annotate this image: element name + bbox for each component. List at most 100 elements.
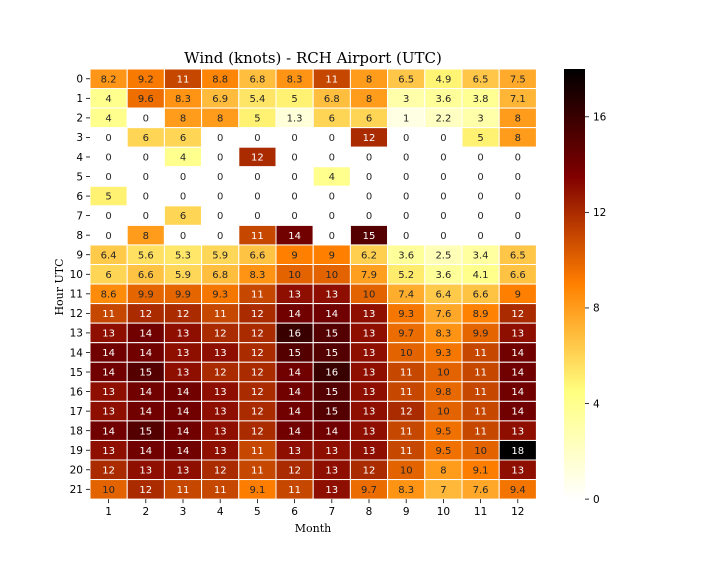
x-tick-label: 3 (180, 506, 187, 518)
cell-value-label: 9.9 (138, 289, 154, 300)
cell-value-label: 13 (325, 465, 338, 476)
cell-value-label: 0 (440, 192, 446, 203)
cell-value-label: 6.8 (212, 270, 228, 281)
y-tick-label: 1 (76, 93, 83, 105)
cell-value-label: 13 (363, 348, 376, 359)
cell-value-label: 0 (291, 153, 297, 164)
cell-value-label: 9 (291, 250, 297, 261)
cell-value-label: 14 (288, 407, 301, 418)
cell-value-label: 8.9 (473, 309, 489, 320)
cell-value-label: 14 (511, 348, 524, 359)
cell-value-label: 0 (403, 172, 409, 183)
cell-value-label: 6.2 (361, 250, 377, 261)
cell-value-label: 14 (139, 446, 152, 457)
cell-value-label: 8 (366, 94, 372, 105)
cell-value-label: 8.3 (175, 94, 191, 105)
cell-value-label: 14 (511, 387, 524, 398)
cell-value-label: 6.6 (249, 250, 265, 261)
cell-value-label: 0 (329, 211, 335, 222)
cell-value-label: 0 (105, 211, 111, 222)
cell-value-label: 7.5 (510, 74, 526, 85)
chart-title: Wind (knots) - RCH Airport (UTC) (184, 49, 442, 67)
cell-value-label: 5.6 (138, 250, 154, 261)
cell-value-label: 0 (217, 231, 223, 242)
cell-value-label: 2.5 (435, 250, 451, 261)
y-tick-label: 3 (76, 132, 83, 144)
cell-value-label: 0 (440, 211, 446, 222)
cell-value-label: 13 (363, 368, 376, 379)
cell-value-label: 13 (511, 329, 524, 340)
cell-value-label: 14 (139, 329, 152, 340)
cell-value-label: 6.6 (473, 289, 489, 300)
cell-value-label: 9.9 (175, 289, 191, 300)
cell-value-label: 6 (143, 133, 149, 144)
cell-value-label: 13 (102, 329, 115, 340)
cell-value-label: 0 (254, 211, 260, 222)
y-tick-label: 12 (70, 308, 83, 320)
cell-value-label: 6.4 (435, 289, 451, 300)
cell-value-label: 5 (477, 133, 483, 144)
y-axis-label: Hour UTC (53, 258, 66, 315)
cell-value-label: 0 (143, 192, 149, 203)
cell-value-label: 4.1 (473, 270, 489, 281)
x-tick-label: 10 (437, 506, 450, 518)
cell-value-label: 13 (511, 465, 524, 476)
cell-value-label: 5 (105, 192, 111, 203)
x-tick-label: 4 (217, 506, 224, 518)
cell-value-label: 11 (288, 485, 301, 496)
cell-value-label: 12 (214, 329, 227, 340)
cell-value-label: 9.5 (435, 426, 451, 437)
y-tick-label: 2 (76, 113, 83, 125)
y-tick-label: 17 (70, 406, 83, 418)
cell-value-label: 10 (400, 348, 413, 359)
cell-value-label: 11 (474, 368, 487, 379)
cell-value-label: 3 (403, 94, 409, 105)
cell-value-label: 13 (325, 485, 338, 496)
cell-value-label: 0 (180, 231, 186, 242)
cell-value-label: 12 (214, 465, 227, 476)
x-axis: 1 2 3 4 5 6 7 8 9 10 11 12 (105, 499, 524, 518)
cell-value-label: 0 (217, 172, 223, 183)
y-tick-label: 15 (70, 367, 83, 379)
cell-value-label: 13 (102, 387, 115, 398)
cell-value-label: 0 (515, 211, 521, 222)
cell-value-label: 8 (143, 231, 149, 242)
cell-value-label: 4 (105, 113, 111, 124)
cell-value-label: 0 (217, 192, 223, 203)
cell-value-label: 14 (325, 426, 338, 437)
cell-value-label: 1 (403, 113, 409, 124)
cell-value-label: 9.6 (138, 94, 154, 105)
cell-value-label: 15 (363, 231, 376, 242)
cell-value-label: 0 (180, 192, 186, 203)
cell-value-label: 4 (105, 94, 111, 105)
cell-value-label: 8 (366, 74, 372, 85)
y-tick-label: 8 (76, 230, 83, 242)
cell-value-label: 1.3 (287, 113, 303, 124)
cell-value-label: 9.3 (435, 348, 451, 359)
cell-value-label: 11 (177, 485, 190, 496)
colorbar-gradient (564, 69, 585, 500)
cell-value-label: 0 (477, 153, 483, 164)
cell-value-label: 0 (254, 192, 260, 203)
cell-value-label: 8.6 (101, 289, 117, 300)
cell-value-label: 13 (363, 309, 376, 320)
x-tick-label: 8 (366, 506, 373, 518)
cell-value-label: 15 (139, 426, 152, 437)
cell-value-label: 6 (366, 113, 372, 124)
cell-value-label: 0 (254, 172, 260, 183)
y-tick-label: 14 (70, 347, 84, 359)
y-tick-label: 19 (70, 445, 83, 457)
cell-value-label: 6 (180, 133, 186, 144)
cell-value-label: 12 (251, 407, 264, 418)
cell-value-label: 11 (474, 348, 487, 359)
cell-value-label: 0 (477, 172, 483, 183)
x-tick-label: 12 (511, 506, 524, 518)
cell-value-label: 14 (139, 387, 152, 398)
cell-value-label: 11 (474, 387, 487, 398)
cell-value-label: 6 (329, 113, 335, 124)
cell-value-label: 5.3 (175, 250, 191, 261)
cell-value-label: 14 (288, 309, 301, 320)
heatmap-cell (498, 479, 537, 500)
cell-value-label: 13 (363, 329, 376, 340)
cell-value-label: 7.1 (510, 94, 526, 105)
